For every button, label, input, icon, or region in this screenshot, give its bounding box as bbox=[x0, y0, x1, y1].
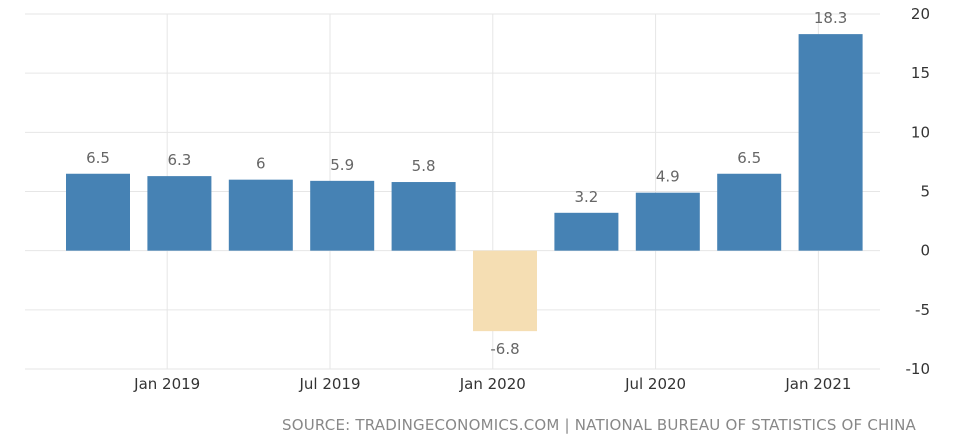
data-label: -6.8 bbox=[490, 340, 519, 358]
x-tick-label: Jan 2021 bbox=[784, 375, 851, 393]
source-note: SOURCE: TRADINGECONOMICS.COM | NATIONAL … bbox=[282, 416, 917, 434]
data-label: 6.3 bbox=[167, 151, 191, 169]
y-tick-label: 15 bbox=[911, 64, 930, 82]
data-label: 6 bbox=[256, 155, 266, 173]
x-tick-label: Jul 2019 bbox=[298, 375, 360, 393]
data-label: 18.3 bbox=[814, 9, 847, 27]
data-label: 6.5 bbox=[737, 149, 761, 167]
bar-2018-q4[interactable] bbox=[66, 173, 130, 251]
x-tick-label: Jan 2019 bbox=[133, 375, 200, 393]
y-tick-label: -5 bbox=[915, 301, 930, 319]
y-tick-label: 20 bbox=[911, 5, 930, 23]
x-tick-label: Jul 2020 bbox=[624, 375, 686, 393]
bar-2019-q3[interactable] bbox=[310, 180, 375, 251]
bar-2019-q4[interactable] bbox=[391, 182, 456, 251]
y-axis: 20 15 10 5 0 -5 -10 bbox=[906, 5, 931, 378]
bar-2020-q3[interactable] bbox=[635, 192, 700, 251]
y-tick-label: 5 bbox=[920, 183, 930, 201]
x-tick-label: Jan 2020 bbox=[459, 375, 526, 393]
data-labels: 6.5 6.3 6 5.9 5.8 -6.8 3.2 4.9 6.5 18.3 bbox=[86, 9, 847, 358]
bars bbox=[66, 34, 863, 332]
bar-2020-q1[interactable] bbox=[473, 250, 537, 332]
data-label: 3.2 bbox=[574, 188, 598, 206]
bar-2020-q2[interactable] bbox=[554, 212, 619, 251]
x-axis: Jan 2019 Jul 2019 Jan 2020 Jul 2020 Jan 2021 bbox=[133, 375, 851, 393]
data-label: 5.9 bbox=[330, 156, 354, 174]
bar-2020-q4[interactable] bbox=[717, 173, 782, 251]
y-tick-label: -10 bbox=[906, 360, 931, 378]
data-label: 6.5 bbox=[86, 149, 110, 167]
y-tick-label: 10 bbox=[911, 123, 930, 141]
y-tick-label: 0 bbox=[920, 242, 930, 260]
bar-2019-q1[interactable] bbox=[147, 176, 212, 251]
data-label: 4.9 bbox=[656, 168, 680, 186]
bar-2019-q2[interactable] bbox=[228, 179, 293, 251]
data-label: 5.8 bbox=[412, 157, 436, 175]
bar-2021-q1[interactable] bbox=[798, 34, 863, 251]
